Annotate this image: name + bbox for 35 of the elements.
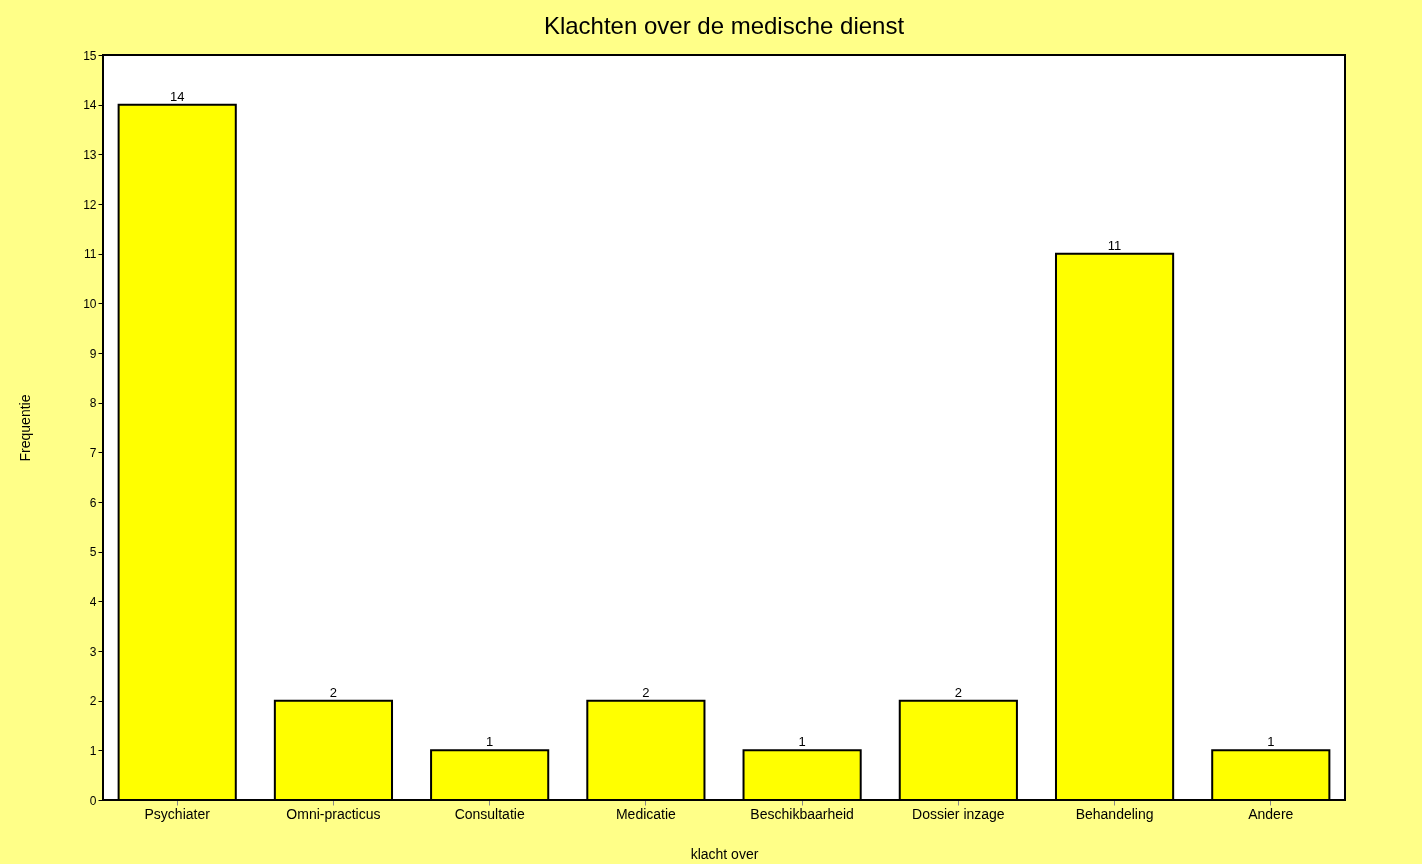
y-axis-title: Frequentie <box>17 394 34 462</box>
y-tick-label: 15 <box>83 48 97 63</box>
y-tick-label: 13 <box>83 147 97 162</box>
y-tick-label: 0 <box>89 793 97 808</box>
data-label: 11 <box>1107 237 1122 253</box>
y-tick-label: 2 <box>89 694 97 709</box>
y-tick-label: 11 <box>84 247 97 262</box>
y-tick-label: 12 <box>83 197 97 212</box>
y-tick-label: 1 <box>89 743 97 758</box>
y-tick-label: 10 <box>83 296 97 311</box>
y-tick-label: 8 <box>89 396 97 411</box>
x-tick-label: Behandeling <box>1075 805 1154 822</box>
x-tick-label: Consultatie <box>454 805 525 822</box>
y-tick-label: 7 <box>89 445 97 460</box>
y-tick-label: 14 <box>83 98 97 113</box>
x-axis-title: klacht over <box>690 845 759 862</box>
data-label: 1 <box>486 734 494 750</box>
y-tick-label: 9 <box>89 346 97 361</box>
x-tick-label: Andere <box>1248 805 1294 822</box>
x-tick-label: Psychiater <box>144 805 211 822</box>
y-tick-label: 4 <box>89 594 97 609</box>
data-label: 2 <box>329 684 338 700</box>
x-tick-label: Dossier inzage <box>912 805 1005 822</box>
data-label: 2 <box>954 684 962 700</box>
y-tick-label: 3 <box>89 644 97 659</box>
y-tick-label: 6 <box>89 495 97 510</box>
data-label: 14 <box>169 88 185 104</box>
x-tick-label: Omni-practicus <box>286 805 381 822</box>
data-label: 2 <box>642 684 650 700</box>
y-tick-label: 5 <box>89 545 97 560</box>
x-tick-label: Beschikbaarheid <box>750 805 854 822</box>
data-label: 1 <box>1267 734 1275 750</box>
x-tick-label: Medicatie <box>615 805 677 822</box>
chart-title: Klachten over de medische dienst <box>543 12 905 39</box>
data-label: 1 <box>798 734 806 750</box>
